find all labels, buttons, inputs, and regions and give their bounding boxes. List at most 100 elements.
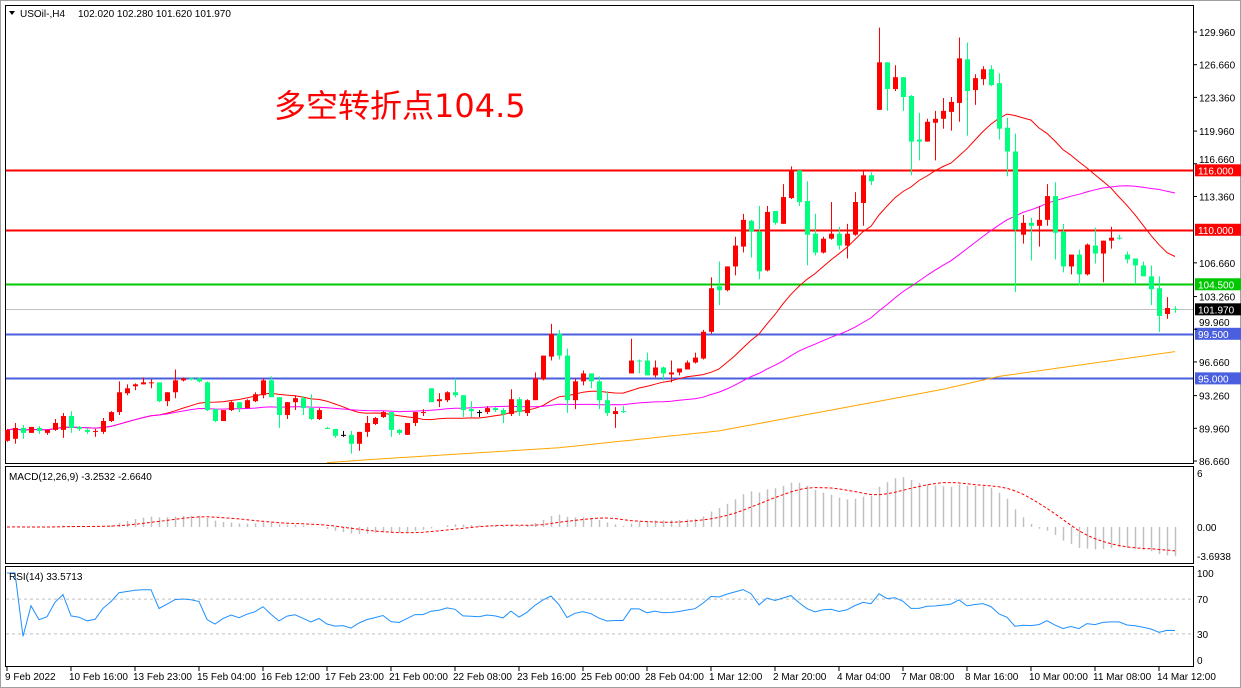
- candle-body[interactable]: [1109, 237, 1114, 241]
- candle-body[interactable]: [517, 399, 522, 413]
- candle-body[interactable]: [597, 381, 602, 401]
- candle-body[interactable]: [773, 210, 778, 223]
- candle-body[interactable]: [813, 233, 818, 253]
- candle-body[interactable]: [997, 83, 1002, 129]
- candle-body[interactable]: [253, 394, 258, 402]
- candle-body[interactable]: [741, 219, 746, 247]
- candle-body[interactable]: [861, 175, 866, 204]
- candle-body[interactable]: [389, 412, 394, 430]
- candle-body[interactable]: [165, 392, 170, 402]
- candle-body[interactable]: [941, 110, 946, 119]
- candle-body[interactable]: [437, 399, 442, 402]
- candle-body[interactable]: [365, 422, 370, 432]
- candle-body[interactable]: [13, 427, 18, 439]
- candle-body[interactable]: [853, 202, 858, 235]
- candle-body[interactable]: [525, 400, 530, 414]
- candle-body[interactable]: [1141, 265, 1146, 277]
- candle-body[interactable]: [645, 360, 650, 376]
- candle-body[interactable]: [797, 170, 802, 203]
- candle-body[interactable]: [1021, 222, 1026, 235]
- candle-body[interactable]: [629, 360, 634, 374]
- candle-body[interactable]: [285, 402, 290, 416]
- candle-body[interactable]: [1173, 308, 1178, 310]
- candle-body[interactable]: [789, 170, 794, 199]
- candle-body[interactable]: [237, 402, 242, 409]
- candle-body[interactable]: [549, 333, 554, 357]
- candle-body[interactable]: [693, 357, 698, 363]
- candle-body[interactable]: [917, 139, 922, 142]
- candle-body[interactable]: [973, 78, 978, 91]
- candle-body[interactable]: [653, 367, 658, 376]
- candle-body[interactable]: [925, 121, 930, 142]
- candle-body[interactable]: [1053, 196, 1058, 233]
- candle-body[interactable]: [413, 412, 418, 423]
- candle-body[interactable]: [397, 429, 402, 433]
- candle-body[interactable]: [717, 286, 722, 291]
- candle-body[interactable]: [421, 412, 426, 414]
- candle-body[interactable]: [381, 412, 386, 418]
- candle-body[interactable]: [493, 408, 498, 411]
- candle-body[interactable]: [829, 233, 834, 239]
- candle-body[interactable]: [541, 355, 546, 380]
- candle-body[interactable]: [509, 399, 514, 415]
- candle-body[interactable]: [213, 409, 218, 421]
- candle-body[interactable]: [1085, 244, 1090, 275]
- candle-body[interactable]: [781, 197, 786, 224]
- candle-body[interactable]: [21, 427, 26, 433]
- candle-body[interactable]: [229, 402, 234, 411]
- candle-body[interactable]: [245, 400, 250, 409]
- candle-body[interactable]: [101, 420, 106, 432]
- candle-body[interactable]: [733, 245, 738, 267]
- candle-body[interactable]: [981, 69, 986, 80]
- candle-body[interactable]: [1149, 276, 1154, 290]
- candle-body[interactable]: [333, 428, 338, 436]
- candle-body[interactable]: [341, 434, 346, 436]
- candle-body[interactable]: [5, 429, 10, 441]
- candle-body[interactable]: [933, 118, 938, 123]
- candle-body[interactable]: [125, 388, 130, 394]
- candle-body[interactable]: [805, 201, 810, 235]
- candle-body[interactable]: [709, 288, 714, 332]
- candle-body[interactable]: [845, 233, 850, 246]
- candle-body[interactable]: [701, 331, 706, 359]
- candle-body[interactable]: [485, 408, 490, 413]
- candle-body[interactable]: [621, 411, 626, 413]
- candle-body[interactable]: [61, 416, 66, 430]
- candle-body[interactable]: [1165, 308, 1170, 314]
- candle-body[interactable]: [949, 101, 954, 112]
- candle-body[interactable]: [461, 395, 466, 411]
- candle-body[interactable]: [1125, 254, 1130, 260]
- candle-body[interactable]: [93, 430, 98, 432]
- candle-body[interactable]: [533, 378, 538, 401]
- candle-body[interactable]: [613, 411, 618, 415]
- candle-body[interactable]: [117, 392, 122, 413]
- candle-body[interactable]: [109, 412, 114, 421]
- candle-body[interactable]: [589, 373, 594, 382]
- candle-body[interactable]: [429, 388, 434, 403]
- candle-body[interactable]: [1061, 231, 1066, 267]
- candle-body[interactable]: [77, 426, 82, 429]
- candle-body[interactable]: [901, 77, 906, 97]
- candle-body[interactable]: [357, 431, 362, 444]
- candle-body[interactable]: [349, 434, 354, 444]
- candle-body[interactable]: [1133, 258, 1138, 266]
- candle-body[interactable]: [181, 378, 186, 381]
- candle-body[interactable]: [605, 400, 610, 414]
- candle-body[interactable]: [893, 77, 898, 90]
- candle-body[interactable]: [149, 382, 154, 384]
- candle-body[interactable]: [661, 367, 666, 374]
- candle-body[interactable]: [277, 397, 282, 416]
- candle-body[interactable]: [677, 368, 682, 373]
- candle-body[interactable]: [373, 418, 378, 424]
- candle-body[interactable]: [989, 69, 994, 86]
- candle-body[interactable]: [869, 175, 874, 182]
- candle-body[interactable]: [1157, 288, 1162, 316]
- candle-body[interactable]: [565, 355, 570, 401]
- triangle-down-icon[interactable]: [9, 11, 15, 15]
- candle-body[interactable]: [405, 422, 410, 435]
- candle-body[interactable]: [573, 381, 578, 401]
- candle-body[interactable]: [757, 231, 762, 272]
- candle-body[interactable]: [1117, 237, 1122, 239]
- candle-body[interactable]: [885, 62, 890, 90]
